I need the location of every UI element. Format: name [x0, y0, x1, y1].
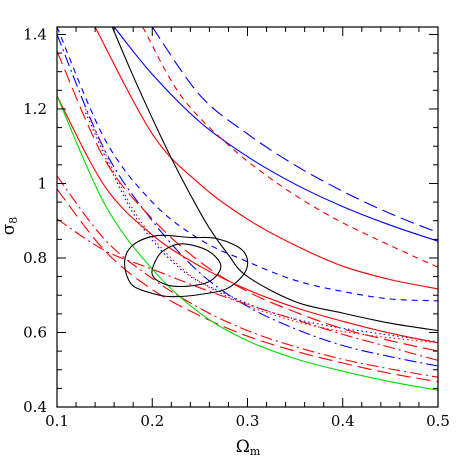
y-tick-label: 1.2 [23, 100, 47, 118]
series-line-10 [57, 218, 438, 361]
x-tick-label: 0.3 [236, 412, 260, 430]
series-line-14 [111, 27, 438, 332]
series-line-5 [94, 27, 438, 290]
plot-frame [56, 26, 439, 408]
x-axis-label: Ωm [236, 437, 261, 458]
contour-15 [124, 234, 249, 298]
series-line-0 [113, 27, 438, 242]
series-line-1 [151, 27, 438, 234]
y-tick-label: 0.4 [23, 398, 47, 416]
y-tick-label: 0.8 [23, 249, 47, 267]
x-tick-label: 0.5 [426, 412, 450, 430]
y-tick-label: 1.4 [23, 25, 47, 43]
x-tick-label: 0.4 [331, 412, 355, 430]
tick-layer: 0.1 0.2 0.3 0.4 0.5 0.4 0.6 0.8 1 1.2 1.4 [23, 25, 450, 430]
series-line-2 [57, 27, 438, 302]
x-tick-label: 0.1 [45, 412, 69, 430]
series-layer [57, 27, 438, 391]
series-line-12 [57, 188, 438, 383]
series-line-13 [57, 95, 438, 391]
y-tick-label: 0.6 [23, 323, 47, 341]
series-line-8 [57, 50, 438, 352]
y-axis-label: σ8 [0, 217, 20, 236]
series-line-7 [142, 27, 438, 268]
series-line-11 [57, 175, 438, 378]
series-line-9 [85, 108, 438, 344]
y-tick-label: 1 [37, 174, 47, 192]
contour-16 [151, 243, 222, 287]
x-tick-label: 0.2 [140, 412, 164, 430]
series-line-3 [57, 34, 438, 367]
series-line-6 [57, 95, 438, 344]
